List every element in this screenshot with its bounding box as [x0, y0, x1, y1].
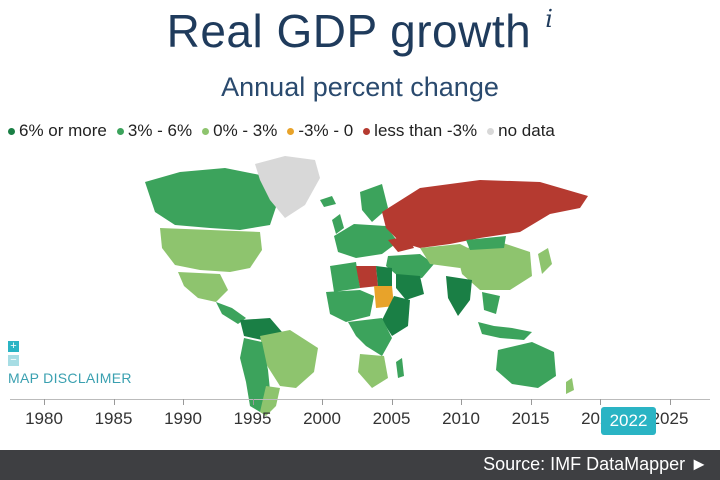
region-scandinavia[interactable] — [360, 184, 388, 222]
year-timeline[interactable]: 1980 1985 1990 1995 2000 2005 2010 2015 2020 2025… — [0, 385, 720, 435]
zoom-out-button[interactable]: − — [8, 355, 19, 366]
timeline-year-label[interactable]: 2010 — [442, 409, 480, 428]
legend-label: 0% - 3% — [213, 121, 278, 140]
region-uk[interactable] — [332, 214, 344, 234]
legend-item[interactable]: less than -3% — [363, 121, 477, 141]
timeline-tick — [391, 399, 393, 405]
region-india[interactable] — [446, 276, 472, 316]
region-australia[interactable] — [496, 342, 556, 388]
region-libya[interactable] — [356, 266, 378, 288]
legend-item[interactable]: 3% - 6% — [116, 121, 193, 141]
region-saudi-arabia[interactable] — [396, 274, 424, 300]
region-china[interactable] — [456, 242, 532, 290]
legend-dot-icon — [487, 127, 495, 135]
info-icon[interactable]: i — [545, 5, 554, 33]
zoom-in-button[interactable]: + — [8, 341, 19, 352]
region-sahel[interactable] — [326, 290, 374, 322]
timeline-year-label[interactable]: 2025 — [650, 409, 689, 428]
timeline-year-label[interactable]: 2000 — [303, 409, 341, 428]
timeline-tick — [530, 399, 532, 405]
region-southeast-asia[interactable] — [482, 292, 500, 314]
legend-label: 3% - 6% — [127, 121, 193, 140]
region-east-africa[interactable] — [382, 296, 410, 336]
timeline-year-label[interactable]: 1995 — [233, 409, 272, 428]
region-usa[interactable] — [160, 228, 262, 272]
timeline-year-label[interactable]: 2015 — [511, 409, 550, 428]
region-japan[interactable] — [538, 248, 552, 274]
region-argentina[interactable] — [260, 386, 280, 416]
legend-label: 6% or more — [19, 121, 107, 140]
legend-item[interactable]: no data — [487, 121, 555, 141]
timeline-tick — [252, 399, 254, 405]
region-egypt[interactable] — [376, 266, 392, 286]
timeline-tick — [600, 399, 601, 405]
timeline-track[interactable] — [10, 399, 710, 400]
timeline-tick — [113, 399, 115, 405]
legend-dot-icon — [8, 127, 15, 135]
timeline-tick — [183, 399, 184, 405]
region-sudan[interactable] — [374, 286, 394, 308]
legend-dot-icon — [202, 127, 210, 135]
page-subtitle: Annual percent change — [221, 72, 499, 102]
timeline-tick — [44, 399, 45, 405]
selected-year-handle[interactable]: 2022 — [601, 407, 656, 435]
legend-dot-icon — [363, 127, 371, 135]
region-north-africa[interactable] — [330, 262, 360, 292]
region-central-america[interactable] — [216, 302, 246, 324]
region-mongolia[interactable] — [466, 236, 506, 250]
map-legend: 6% or more 3% - 6% 0% - 3% -3% - 0 less than… — [8, 121, 555, 141]
source-footer: Source: IMF DataMapper ► — [0, 450, 720, 480]
source-link[interactable]: Source: IMF DataMapper ► — [483, 454, 708, 474]
timeline-year-label[interactable]: 2005 — [372, 409, 411, 428]
region-andes[interactable] — [240, 338, 270, 412]
legend-item[interactable]: -3% - 0 — [287, 121, 353, 141]
region-russia[interactable] — [382, 180, 588, 248]
region-mexico[interactable] — [178, 272, 228, 302]
region-new-zealand[interactable] — [566, 378, 574, 394]
region-turkey-mideast[interactable] — [386, 254, 434, 278]
world-map[interactable] — [120, 150, 600, 418]
region-southern-africa[interactable] — [358, 354, 388, 388]
region-greenland[interactable] — [255, 156, 320, 218]
legend-label: less than -3% — [374, 121, 478, 140]
region-central-africa[interactable] — [348, 318, 392, 356]
region-canada[interactable] — [145, 168, 280, 230]
legend-item[interactable]: 6% or more — [8, 121, 107, 141]
region-madagascar[interactable] — [396, 358, 404, 378]
legend-dot-icon — [287, 127, 295, 135]
timeline-year-label[interactable]: 1990 — [164, 409, 202, 428]
legend-item[interactable]: 0% - 3% — [202, 121, 277, 141]
timeline-tick — [322, 399, 323, 405]
legend-label: no data — [498, 121, 555, 140]
timeline-year-label[interactable]: 1985 — [94, 409, 133, 428]
legend-label: -3% - 0 — [298, 121, 354, 140]
timeline-year-label[interactable]: 1980 — [25, 409, 63, 428]
region-brazil[interactable] — [260, 330, 318, 388]
legend-dot-icon — [116, 127, 124, 135]
title-text: Real GDP growth — [166, 5, 532, 57]
page-title: Real GDP growth i — [0, 4, 720, 58]
region-indonesia[interactable] — [478, 322, 532, 340]
timeline-tick — [461, 399, 462, 405]
map-disclaimer-link[interactable]: MAP DISCLAIMER — [8, 370, 132, 386]
region-iceland[interactable] — [320, 196, 336, 207]
timeline-tick — [669, 399, 671, 405]
region-europe[interactable] — [334, 224, 398, 258]
